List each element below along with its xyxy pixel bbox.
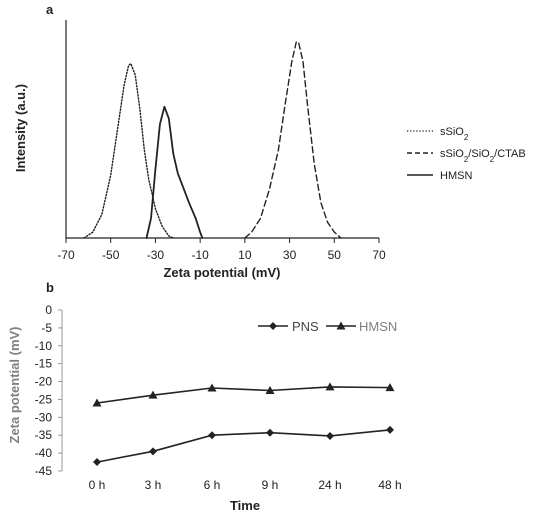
- panel-a-series: [83, 41, 342, 239]
- panel-b-point-hmsn: [207, 383, 217, 392]
- panel-b-y-tick-label: -25: [35, 392, 53, 406]
- legend-label-ssio2: sSiO2: [440, 126, 469, 142]
- panel-a-label: a: [46, 2, 54, 17]
- panel-b-y-tick-label: 0: [45, 303, 52, 317]
- legend-label-pns: PNS: [292, 319, 319, 334]
- panel-b-point-hmsn: [92, 398, 102, 407]
- panel-a-x-tick-label: -10: [191, 248, 209, 262]
- panel-b-point-hmsn: [148, 390, 158, 399]
- panel-b-x-axis-title: Time: [230, 498, 260, 513]
- panel-b-y-tick-label: -15: [35, 357, 53, 371]
- panel-b-point-pns: [326, 431, 334, 440]
- panel-b-series: [92, 382, 395, 467]
- panel-b-y-tick-label: -40: [35, 446, 53, 460]
- panel-a-x-ticks: -70 -50 -30 -10 10 30 50 70: [57, 238, 386, 262]
- panel-b-point-pns: [386, 425, 394, 434]
- panel-b-legend: PNS HMSN: [258, 319, 397, 334]
- panel-b-point-hmsn: [325, 382, 335, 391]
- panel-b-label: b: [46, 280, 54, 295]
- legend-marker-hmsn-b: [336, 321, 346, 330]
- panel-b-point-pns: [208, 431, 216, 440]
- panel-b-point-hmsn: [265, 386, 275, 394]
- panel-a-x-tick-label: 10: [238, 248, 252, 262]
- legend-marker-pns: [269, 322, 277, 330]
- panel-b-x-tick-label: 9 h: [262, 478, 279, 492]
- panel-b-y-ticks: 0 -5 -10 -15 -20 -25 -30 -35 -40 -45: [35, 303, 62, 478]
- legend-label-hmsn: HMSN: [440, 170, 472, 182]
- panel-b-point-hmsn: [385, 383, 395, 392]
- panel-b-y-axis-title: Zeta potential (mV): [7, 326, 22, 443]
- panel-b-series-line-hmsn: [96, 386, 391, 404]
- panel-a-legend: sSiO2 sSiO2/SiO2/CTAB HMSN: [407, 126, 526, 182]
- panel-b-x-tick-label: 3 h: [145, 478, 162, 492]
- panel-a: a Intensity (a.u.) -70 -50 -30 -10 10 30 50 70 …: [13, 2, 526, 280]
- panel-b: b Zeta potential (mV) 0 -5 -10 -15 -20 -25 -30…: [7, 280, 402, 513]
- legend-label-ssio2-sio2-ctab: sSiO2/SiO2/CTAB: [440, 148, 526, 164]
- panel-b-point-pns: [266, 428, 274, 437]
- panel-a-y-axis-title: Intensity (a.u.): [13, 84, 28, 172]
- panel-b-series-line-pns: [96, 429, 391, 463]
- panel-b-y-tick-label: -30: [35, 410, 53, 424]
- panel-a-x-tick-label: 30: [283, 248, 297, 262]
- panel-a-series-line-hmsn: [145, 105, 204, 239]
- panel-a-series-line-ssio2-sio2-ctab: [244, 41, 342, 239]
- panel-b-x-tick-label: 6 h: [204, 478, 221, 492]
- panel-a-series-line-ssio2: [83, 62, 174, 239]
- panel-a-x-tick-label: -30: [147, 248, 165, 262]
- panel-b-x-tick-label: 0 h: [89, 478, 106, 492]
- panel-b-y-tick-label: -5: [41, 321, 52, 335]
- panel-a-x-axis-title: Zeta potential (mV): [163, 265, 280, 280]
- panel-b-point-pns: [149, 447, 157, 456]
- panel-b-x-tick-label: 24 h: [318, 478, 341, 492]
- panel-a-x-tick-label: -70: [57, 248, 75, 262]
- panel-a-x-tick-label: 50: [328, 248, 342, 262]
- panel-b-y-tick-label: -45: [35, 464, 53, 478]
- legend-label-hmsn-b: HMSN: [359, 319, 397, 334]
- panel-b-point-pns: [93, 458, 101, 467]
- panel-a-x-tick-label: -50: [102, 248, 120, 262]
- panel-b-y-tick-label: -35: [35, 428, 53, 442]
- panel-a-x-tick-label: 70: [372, 248, 386, 262]
- panel-b-y-tick-label: -10: [35, 339, 53, 353]
- panel-b-y-tick-label: -20: [35, 375, 53, 389]
- panel-b-x-ticks: 0 h 3 h 6 h 9 h 24 h 48 h: [89, 478, 402, 492]
- panel-b-x-tick-label: 48 h: [378, 478, 401, 492]
